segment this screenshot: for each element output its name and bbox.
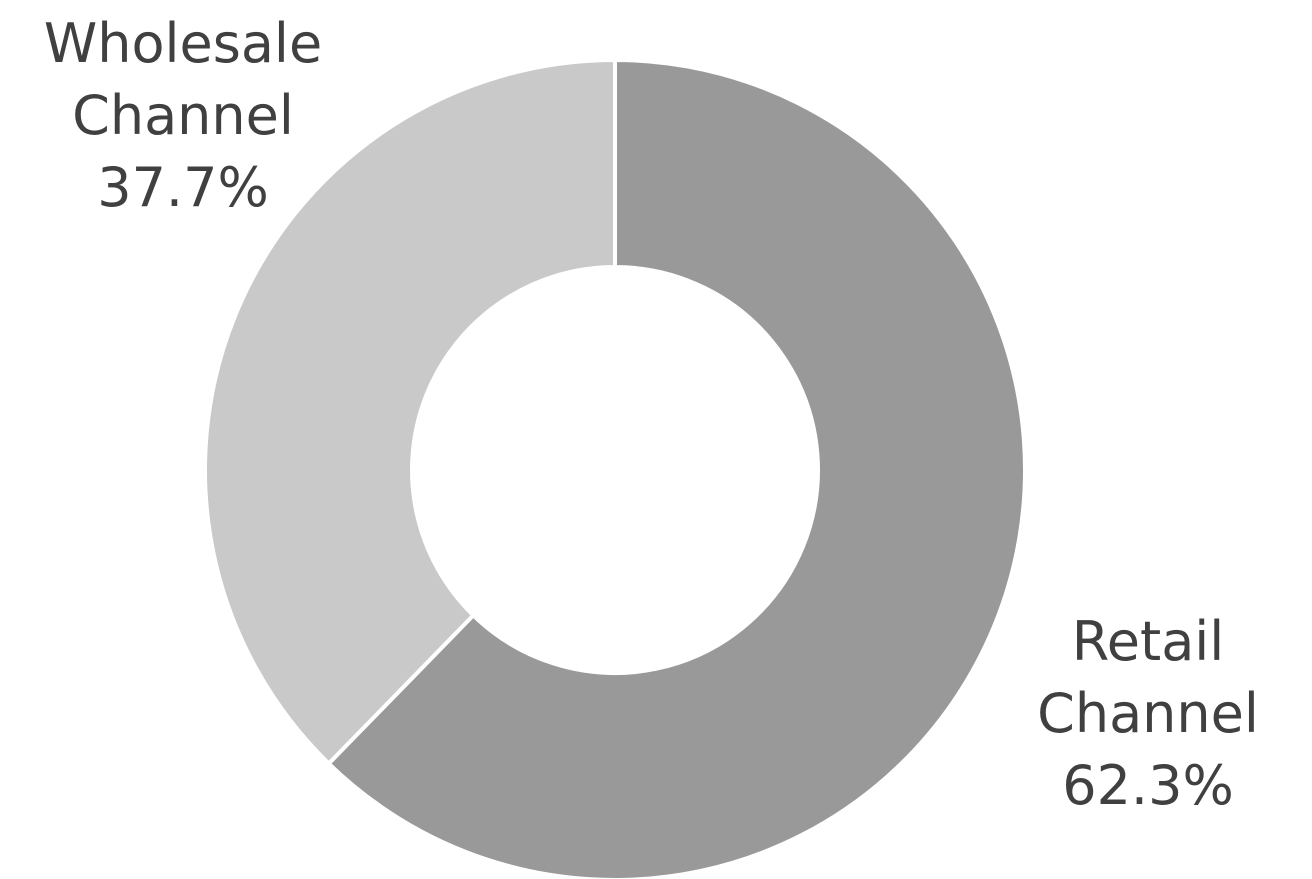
slice-label-line: Channel bbox=[1037, 682, 1259, 745]
slice-label-line: Channel bbox=[72, 84, 294, 147]
donut-slice-wholesale-channel bbox=[203, 57, 617, 767]
slice-label-line: Retail bbox=[1072, 610, 1225, 673]
slice-label-line: 62.3% bbox=[1062, 754, 1234, 817]
slice-label-line: Wholesale bbox=[44, 12, 322, 75]
slice-label-wholesale-channel: Wholesale Channel 37.7% bbox=[44, 12, 322, 219]
donut-slices bbox=[203, 57, 1027, 879]
slice-label-line: 37.7% bbox=[97, 156, 269, 219]
slice-label-retail-channel: Retail Channel 62.3% bbox=[1037, 610, 1259, 817]
donut-slice-retail-channel bbox=[325, 57, 1027, 879]
slice-labels: Retail Channel 62.3% Wholesale Channel 37.7% bbox=[44, 12, 1259, 817]
